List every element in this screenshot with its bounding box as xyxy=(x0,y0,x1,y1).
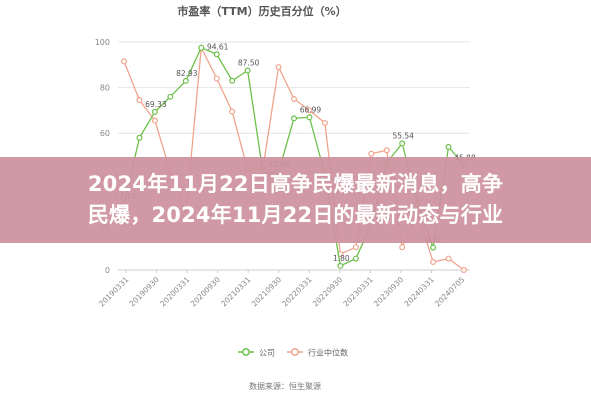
series-0-point xyxy=(352,255,359,262)
x-tick-label: 20230930 xyxy=(372,275,406,309)
series-0-point xyxy=(167,93,174,100)
x-tick-label: 20210331 xyxy=(219,275,253,309)
headline-line-1: 2024年11月22日高争民爆最新消息，高争 xyxy=(87,172,504,196)
y-tick-label: 0 xyxy=(105,266,110,275)
legend-company-swatch-marker xyxy=(242,348,250,356)
series-0-point xyxy=(213,51,220,58)
series-1-point xyxy=(275,64,282,71)
data-label: 1.80 xyxy=(333,254,350,263)
series-1-point xyxy=(399,244,406,251)
data-label: 87.50 xyxy=(238,59,260,68)
series-0-point xyxy=(151,108,158,115)
series-1-point xyxy=(151,117,158,124)
series-0-point xyxy=(306,114,313,121)
headline-banner: 2024年11月22日高争民爆最新消息，高争 民爆，2024年11月22日的最新… xyxy=(0,157,591,243)
series-1-point xyxy=(461,267,468,274)
series-1-point xyxy=(120,58,127,65)
x-tick-label: 20240705 xyxy=(433,275,467,309)
series-1-point xyxy=(229,108,236,115)
x-axis-ticks: 2019033120190930202003312020093020210331… xyxy=(97,270,467,308)
series-1-point xyxy=(352,244,359,251)
series-0-point xyxy=(399,140,406,147)
series-0-point xyxy=(229,77,236,84)
x-tick-label: 20240331 xyxy=(403,275,437,309)
data-label: 94.61 xyxy=(207,42,229,51)
y-tick-label: 80 xyxy=(100,84,110,93)
series-1-point xyxy=(136,97,143,104)
series-0-point xyxy=(136,134,143,141)
data-label: 69.33 xyxy=(145,100,167,109)
series-0-point xyxy=(244,67,251,74)
series-0-point xyxy=(337,262,344,269)
legend-company-label: 公司 xyxy=(259,349,275,358)
source-note: 数据来源：恒生聚源 xyxy=(249,381,321,391)
series-1-point xyxy=(213,75,220,82)
series-1-point xyxy=(321,119,328,126)
chart-title: 市盈率（TTM）历史百分位（%） xyxy=(177,4,346,18)
series-0-point xyxy=(445,143,452,150)
x-tick-label: 20200930 xyxy=(189,275,223,309)
x-tick-label: 20190331 xyxy=(97,275,131,309)
x-tick-label: 20220930 xyxy=(311,275,345,309)
legend: 公司 行业中位数 xyxy=(238,348,348,358)
series-1-point xyxy=(430,259,437,266)
data-label: 82.93 xyxy=(176,69,198,78)
series-1-point xyxy=(291,95,298,102)
legend-industry-label: 行业中位数 xyxy=(308,348,348,358)
series-1-point xyxy=(368,150,375,157)
x-tick-label: 20210930 xyxy=(250,275,284,309)
x-tick-label: 20220331 xyxy=(280,275,314,309)
legend-industry-swatch-marker xyxy=(291,348,299,356)
series-1-point xyxy=(306,107,313,114)
y-tick-label: 60 xyxy=(100,129,110,138)
x-tick-label: 20200331 xyxy=(158,275,192,309)
headline-line-2: 民爆，2024年11月22日的最新动态与行业 xyxy=(87,203,504,227)
y-tick-label: 100 xyxy=(95,38,110,47)
data-label: 66.99 xyxy=(300,105,322,114)
series-0-point xyxy=(430,244,437,251)
series-0-point xyxy=(291,115,298,122)
data-label: 55.54 xyxy=(392,131,414,140)
series-1-point xyxy=(383,147,390,154)
x-tick-label: 20230331 xyxy=(341,275,375,309)
x-tick-label: 20190930 xyxy=(128,275,162,309)
series-1-point xyxy=(445,255,452,262)
series-0-point xyxy=(198,44,205,51)
series-0-point xyxy=(182,77,189,84)
